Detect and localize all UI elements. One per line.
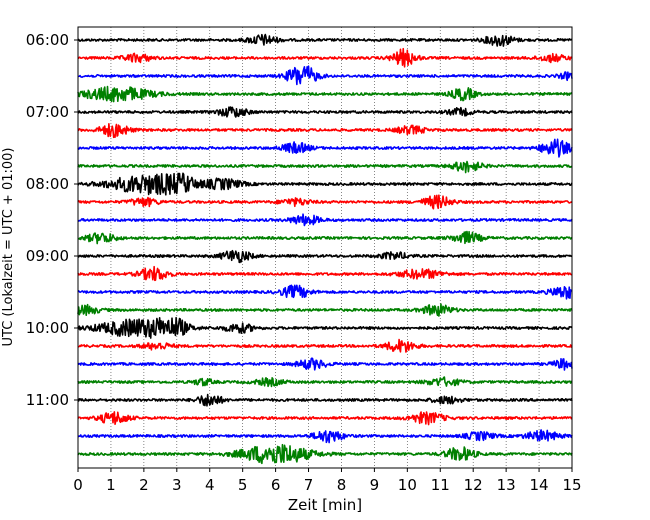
y-tick-label: 11:00 bbox=[26, 391, 69, 409]
trace-line bbox=[77, 122, 573, 139]
seismic-traces bbox=[77, 33, 573, 465]
trace-line bbox=[77, 85, 573, 103]
y-tick-label: 06:00 bbox=[26, 31, 69, 49]
x-tick-label: 7 bbox=[304, 476, 314, 494]
x-tick-label: 3 bbox=[172, 476, 182, 494]
trace-line bbox=[77, 316, 573, 339]
trace-line bbox=[77, 160, 573, 174]
x-tick-label: 8 bbox=[337, 476, 347, 494]
trace-line bbox=[77, 411, 573, 426]
trace-line bbox=[77, 265, 573, 282]
x-axis-ticks: 0 1 2 3 4 5 6 7 8 9 10 11 12 13 14 15 bbox=[73, 468, 582, 494]
x-tick-label: 1 bbox=[106, 476, 116, 494]
x-tick-label: 0 bbox=[73, 476, 83, 494]
y-axis-label: UTC (Lokalzeit = UTC + 01:00) bbox=[1, 148, 16, 347]
x-tick-label: 4 bbox=[205, 476, 215, 494]
y-tick-label: 08:00 bbox=[26, 175, 69, 193]
trace-line bbox=[77, 338, 573, 353]
trace-line bbox=[77, 194, 573, 210]
x-tick-label: 14 bbox=[530, 476, 549, 494]
trace-line bbox=[77, 393, 573, 407]
trace-line bbox=[77, 443, 573, 465]
y-tick-label: 10:00 bbox=[26, 319, 69, 337]
x-tick-label: 9 bbox=[370, 476, 380, 494]
x-tick-label: 12 bbox=[464, 476, 483, 494]
trace-line bbox=[77, 249, 573, 264]
x-tick-label: 11 bbox=[431, 476, 450, 494]
trace-line bbox=[77, 376, 573, 388]
trace-line bbox=[77, 213, 573, 227]
trace-line bbox=[77, 357, 573, 371]
y-tick-label: 07:00 bbox=[26, 103, 69, 121]
x-tick-label: 5 bbox=[238, 476, 248, 494]
trace-line bbox=[77, 429, 573, 444]
trace-line bbox=[77, 172, 573, 196]
y-axis-ticks: 06:00 07:00 08:00 09:00 10:00 11:00 bbox=[26, 31, 78, 409]
x-tick-label: 15 bbox=[562, 476, 581, 494]
plot-frame bbox=[77, 26, 573, 469]
x-tick-label: 10 bbox=[398, 476, 417, 494]
trace-line bbox=[77, 47, 573, 68]
trace-line bbox=[77, 284, 573, 300]
x-tick-label: 2 bbox=[139, 476, 149, 494]
trace-line bbox=[77, 230, 573, 245]
trace-line bbox=[77, 106, 573, 118]
trace-line bbox=[77, 303, 573, 317]
x-tick-label: 6 bbox=[271, 476, 281, 494]
x-tick-label: 13 bbox=[497, 476, 516, 494]
trace-line bbox=[77, 65, 573, 86]
y-tick-label: 09:00 bbox=[26, 247, 69, 265]
trace-line bbox=[77, 33, 573, 47]
x-axis-label: Zeit [min] bbox=[288, 496, 362, 514]
trace-line bbox=[77, 138, 573, 158]
